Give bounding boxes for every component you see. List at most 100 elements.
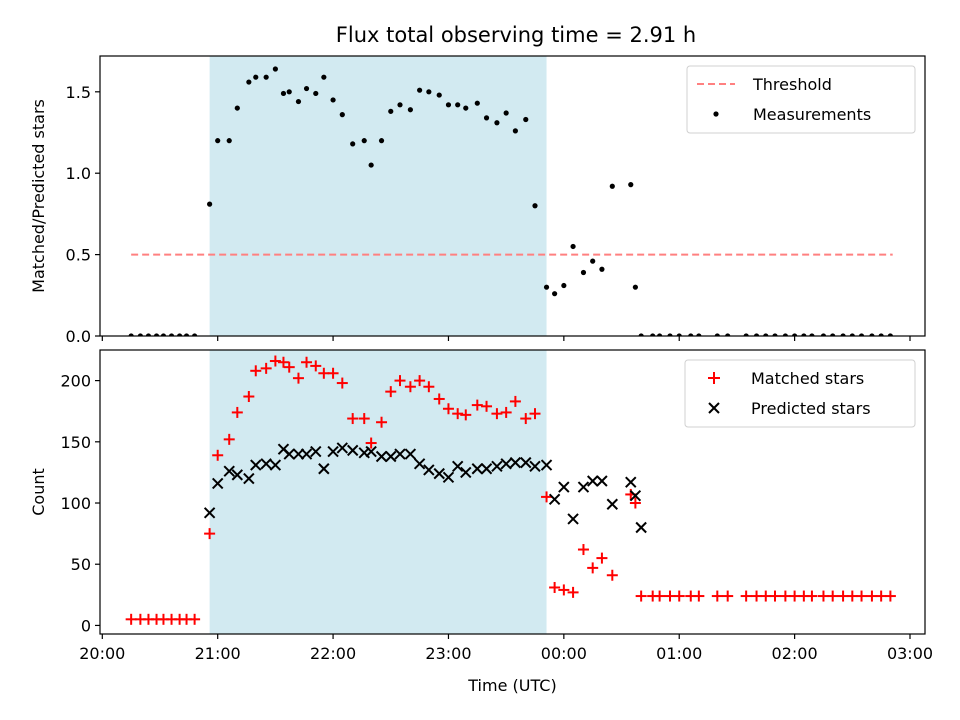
data-point — [321, 74, 327, 80]
data-point — [625, 476, 637, 488]
data-point — [540, 459, 553, 471]
x-marker-b — [243, 472, 255, 485]
legend: Threshold Measurements — [686, 65, 916, 134]
plot-area — [125, 350, 896, 634]
data-point — [404, 448, 417, 460]
data-point — [283, 361, 295, 373]
data-point — [442, 471, 455, 484]
y-tick-label: 0 — [81, 616, 91, 635]
data-point — [837, 590, 849, 602]
legend-label: Predicted stars — [751, 399, 871, 418]
data-point — [548, 493, 561, 506]
x-tick-label: 03:00 — [887, 644, 933, 663]
data-point — [300, 448, 313, 460]
x-marker-b — [336, 442, 349, 454]
data-point — [413, 458, 426, 470]
data-point — [884, 590, 896, 602]
data-point — [375, 450, 388, 463]
legend-label: Measurements — [753, 105, 871, 124]
data-point — [260, 362, 272, 374]
data-point — [283, 448, 295, 460]
data-point — [494, 120, 500, 126]
bottom-panel: 0 50 100 150 200 20:00 21:00 22:00 23:00 00:00 01:… — [29, 349, 933, 695]
data-point — [491, 408, 503, 420]
legend-entry: Predicted stars — [708, 399, 871, 418]
data-point — [743, 333, 749, 336]
data-point — [491, 460, 503, 473]
legend-label: Threshold — [752, 75, 832, 94]
y-tick-label: 150 — [60, 433, 91, 452]
data-point — [887, 333, 893, 336]
data-point — [452, 408, 464, 420]
data-point — [820, 333, 827, 336]
series-predicted-stars — [203, 442, 647, 534]
legend-x-b — [708, 402, 720, 414]
plot-area — [128, 56, 893, 336]
data-point — [433, 467, 445, 480]
data-point — [673, 590, 685, 602]
data-point — [417, 87, 423, 93]
data-point — [414, 375, 426, 387]
data-point — [243, 472, 255, 485]
data-point — [347, 413, 359, 425]
y-tick-label: 100 — [60, 494, 91, 513]
data-point — [204, 528, 216, 540]
data-point — [529, 408, 541, 420]
x-axis-label: Time (UTC) — [467, 676, 556, 695]
x-tick-label: 20:00 — [79, 644, 125, 663]
data-point — [817, 590, 829, 602]
data-point — [327, 445, 339, 458]
data-point — [436, 92, 442, 98]
data-point — [696, 333, 702, 336]
data-point — [231, 469, 244, 481]
data-point — [830, 333, 836, 336]
data-point — [215, 138, 221, 144]
x-marker-b — [318, 463, 330, 475]
data-point — [567, 586, 579, 598]
data-point — [801, 333, 807, 336]
data-point — [378, 138, 385, 144]
data-point — [596, 552, 608, 564]
x-marker-b — [625, 476, 637, 488]
data-point — [760, 590, 772, 602]
data-point — [423, 464, 435, 476]
x-marker-b — [606, 498, 619, 510]
x-marker-b — [283, 448, 295, 460]
x-marker-b — [558, 481, 570, 493]
data-point — [500, 458, 512, 470]
observing-window-band — [209, 350, 547, 634]
x-marker-b — [385, 450, 397, 463]
data-point — [463, 105, 469, 111]
data-point — [376, 416, 388, 428]
data-point — [664, 590, 676, 602]
x-marker-b — [471, 463, 484, 475]
data-point — [638, 333, 644, 336]
data-point — [567, 513, 579, 525]
series-matched-stars — [125, 355, 896, 625]
x-marker-b — [520, 456, 532, 469]
data-point — [211, 477, 224, 490]
data-point — [336, 442, 349, 454]
data-point — [650, 333, 656, 336]
data-point — [310, 360, 322, 372]
y-tick-label: 200 — [60, 372, 91, 391]
x-marker-b — [480, 463, 493, 475]
data-point — [451, 460, 464, 473]
x-marker-b — [211, 477, 224, 490]
data-point — [629, 489, 642, 502]
axes-frame — [99, 55, 926, 337]
data-point — [552, 291, 558, 297]
x-marker-b — [203, 507, 216, 519]
data-point — [423, 381, 435, 393]
x-marker-b — [231, 469, 244, 481]
x-marker-b — [586, 475, 599, 487]
data-point — [763, 333, 769, 336]
data-point — [481, 400, 493, 412]
x-marker-b — [413, 458, 426, 470]
data-point — [407, 107, 413, 113]
data-point — [570, 243, 576, 250]
axes-frame — [99, 349, 926, 635]
x-marker-b — [491, 460, 503, 473]
data-point — [827, 590, 839, 602]
data-point — [483, 115, 490, 121]
